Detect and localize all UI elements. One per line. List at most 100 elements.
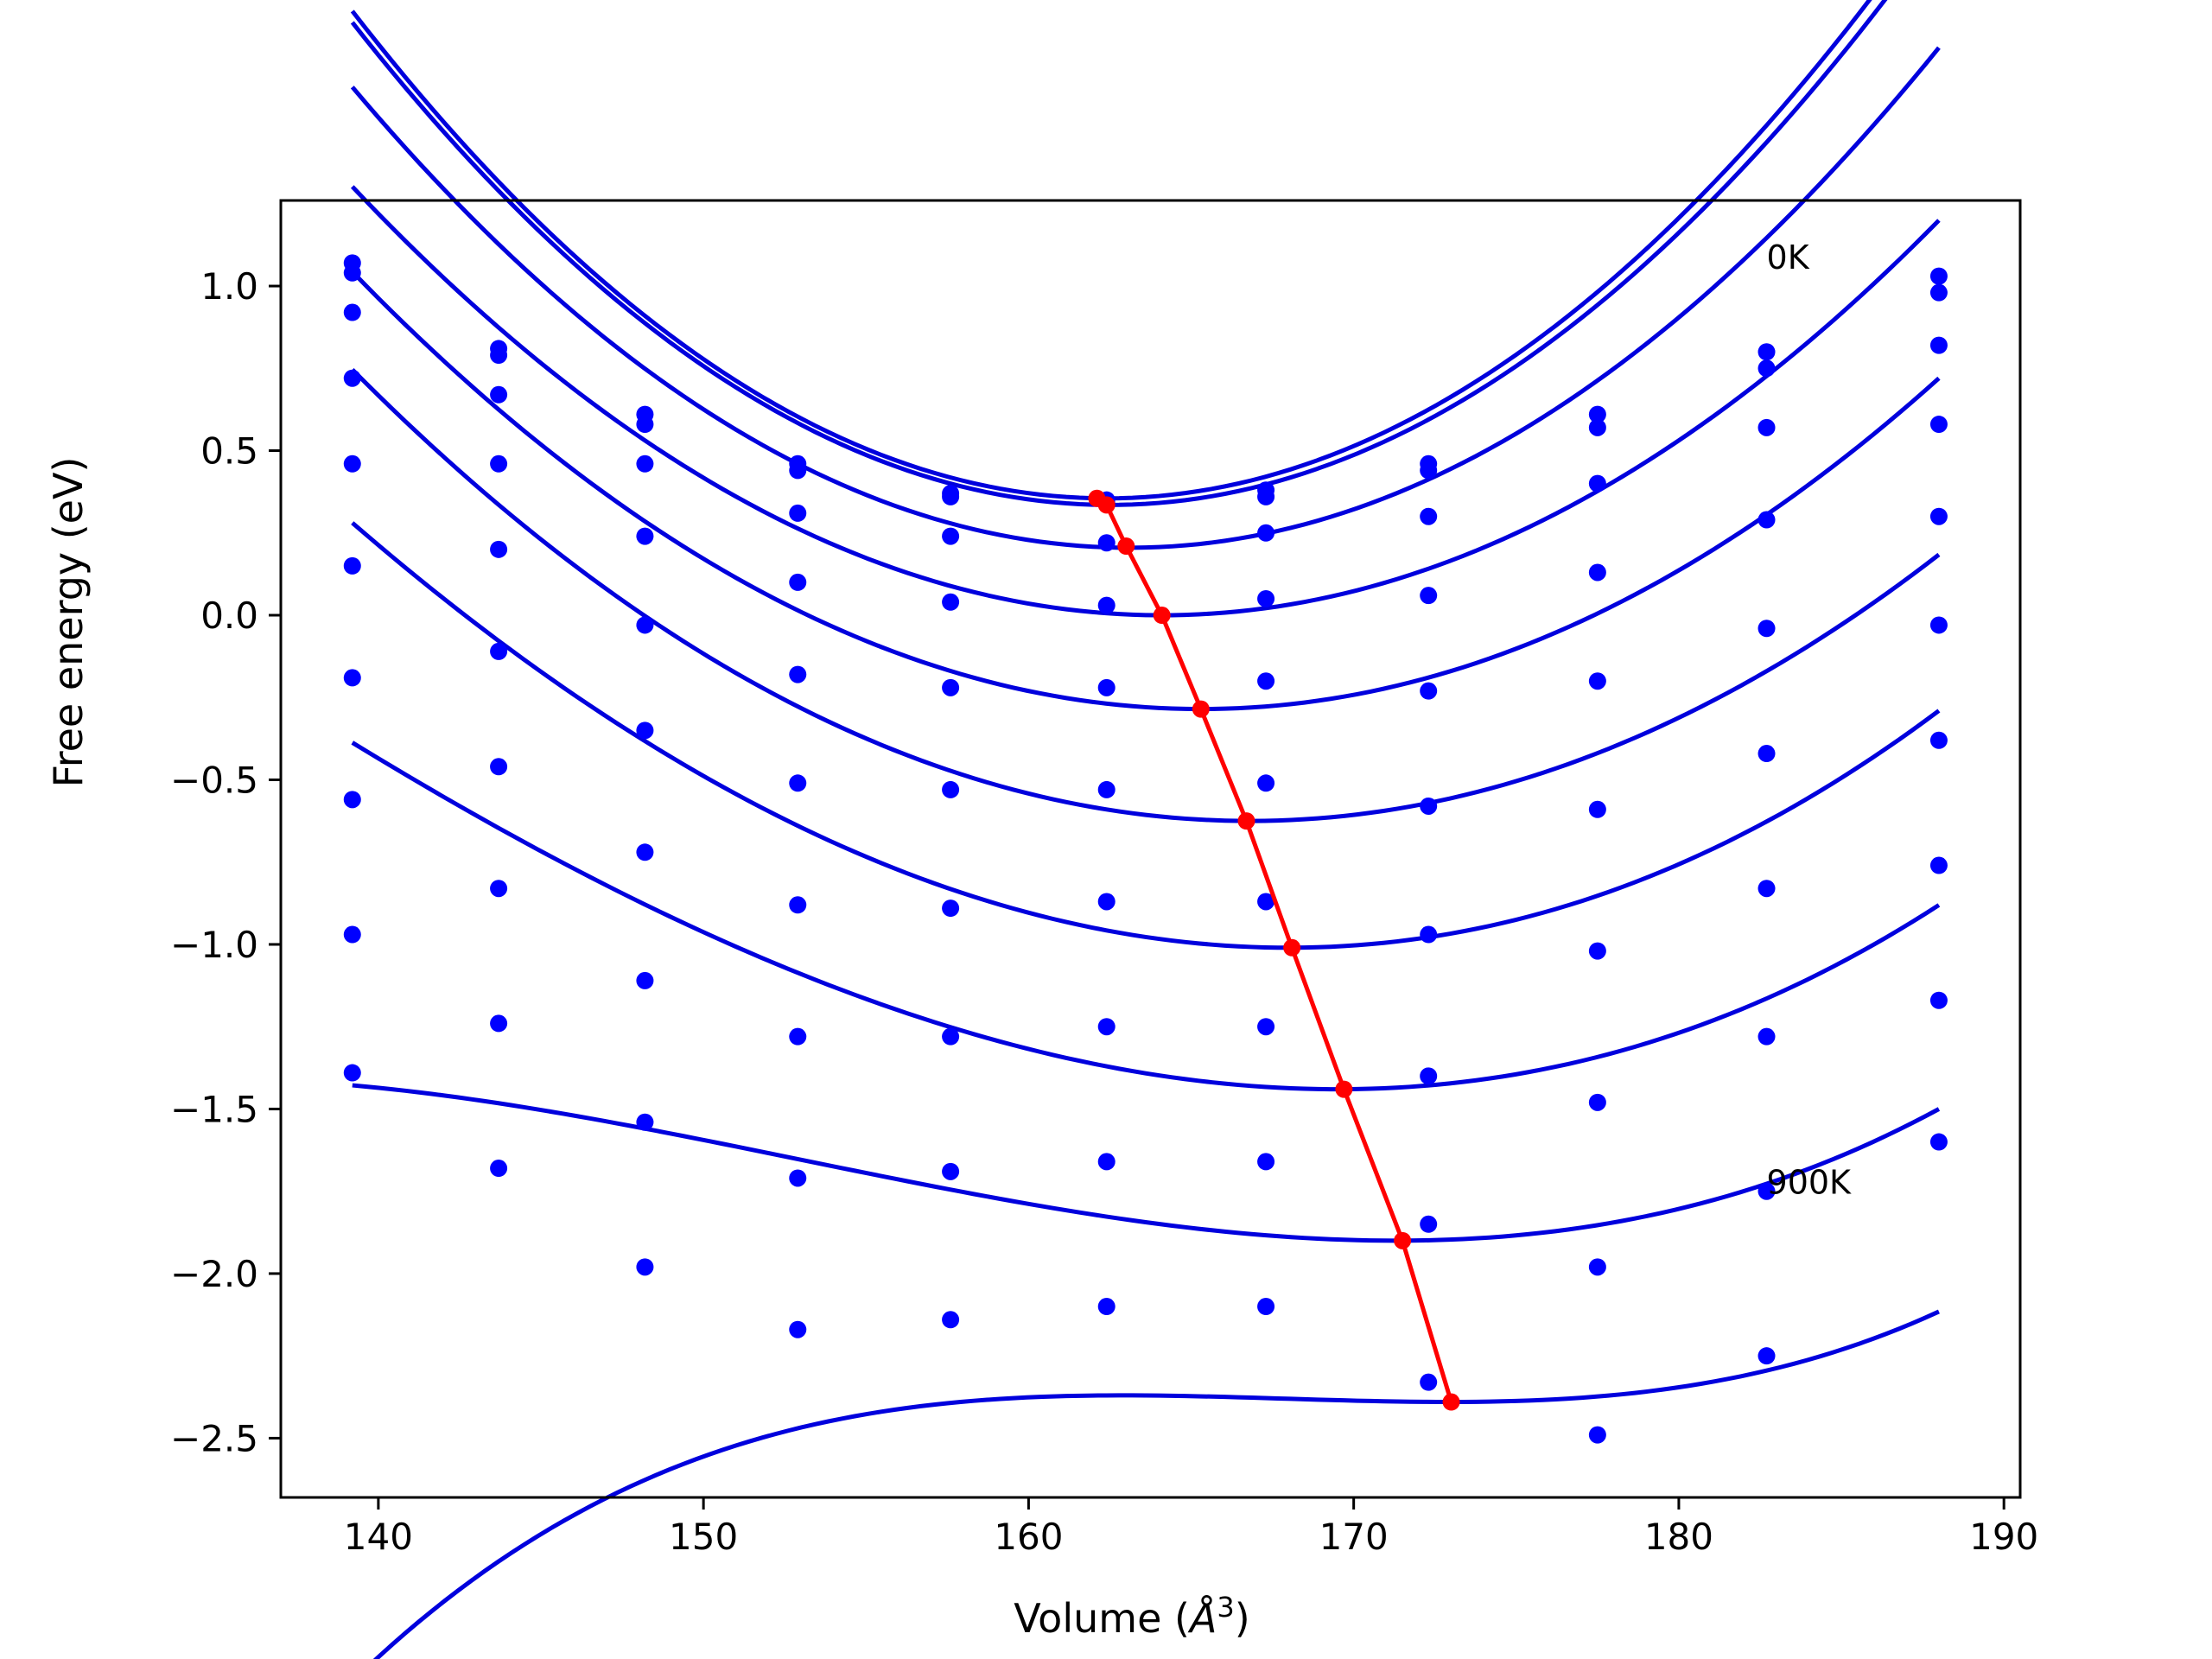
data-point-s5-5 [1097,780,1116,798]
data-point-s6-6 [1257,893,1275,911]
data-point-s6-1 [490,758,508,776]
data-point-s7-9 [1758,1027,1776,1046]
data-point-s4-4 [942,678,960,696]
data-point-s6-9 [1758,880,1776,898]
data-point-s1-7 [1420,461,1438,480]
data-point-s6-10 [1929,731,1948,749]
data-point-s8-3 [789,1169,807,1187]
data-point-s3-4 [942,593,960,611]
fit-curve-3 [350,185,1941,618]
data-point-s7-5 [1097,1018,1116,1036]
x-tick-label-3: 170 [1319,1516,1389,1558]
data-point-s9-2 [636,1258,654,1276]
equilibrium-point-6 [1283,938,1301,957]
data-point-s2-7 [1420,507,1438,525]
data-point-s5-6 [1257,774,1275,792]
equilibrium-point-4 [1192,700,1210,718]
y-tick-label-7: −2.5 [170,1417,258,1459]
data-point-s8-7 [1420,1215,1438,1233]
fit-curve-1 [350,0,1888,507]
data-point-s3-7 [1420,587,1438,605]
data-point-s1-4 [942,487,960,505]
data-point-s9-10 [1929,1133,1948,1151]
data-point-s4-5 [1097,678,1116,696]
data-point-s2-9 [1758,418,1776,436]
data-point-s3-6 [1257,589,1275,607]
y-axis-label: Free energy (eV) [45,457,92,788]
y-tick-label-2: 0.0 [200,594,258,637]
fit-curve-2 [350,46,1941,550]
data-point-s3-2 [636,527,654,545]
data-point-s5-3 [789,774,807,792]
data-point-s8-0 [343,925,361,944]
x-tick-label-1: 150 [669,1516,738,1558]
data-point-s5-0 [343,556,361,575]
x-axis-label: Volume (Å3) [1014,1591,1249,1642]
x-axis-label-unit: Å [1187,1595,1217,1642]
data-point-s8-1 [490,1014,508,1033]
equilibrium-point-3 [1153,607,1171,625]
data-point-s6-0 [343,669,361,687]
equilibrium-point-7 [1335,1080,1353,1098]
data-point-s8-8 [1588,1258,1606,1276]
data-point-s1-3 [789,461,807,480]
y-tick-label-6: −2.0 [170,1253,258,1295]
data-point-s1-10 [1929,283,1948,302]
equilibrium-point-9 [1442,1393,1460,1411]
data-point-s8-6 [1257,1153,1275,1171]
fit-curve-6 [351,521,1941,950]
y-tick-label-5: −1.5 [170,1088,258,1130]
data-point-s2-0 [343,303,361,321]
data-point-s6-7 [1420,925,1438,944]
data-point-s3-3 [789,573,807,591]
data-point-s9-1 [490,1160,508,1178]
data-point-s6-3 [789,896,807,914]
data-point-s3-8 [1588,563,1606,582]
data-point-s9-7 [1420,1373,1438,1391]
data-point-s8-10 [1929,991,1948,1009]
data-point-s5-1 [490,642,508,660]
data-point-s8-5 [1097,1153,1116,1171]
x-axis-label-exponent: 3 [1217,1591,1234,1624]
data-point-s6-4 [942,899,960,918]
data-point-s3-5 [1097,596,1116,614]
data-point-s6-2 [636,843,654,861]
data-point-s3-0 [343,369,361,387]
data-point-s7-10 [1929,856,1948,874]
data-point-s9-0 [343,1064,361,1082]
data-point-s4-10 [1929,507,1948,525]
data-point-s1-9 [1758,359,1776,378]
data-point-s2-1 [490,385,508,404]
data-point-s2-2 [636,454,654,473]
data-point-s1-6 [1257,487,1275,505]
data-point-s1-1 [490,346,508,365]
data-point-s1-8 [1588,418,1606,436]
data-point-s7-0 [343,791,361,809]
data-point-s7-4 [942,1027,960,1046]
data-point-s6-8 [1588,942,1606,960]
y-tick-label-0: 1.0 [200,265,258,308]
equilibrium-point-1 [1097,496,1116,514]
x-axis-label-text: Volume ( [1014,1595,1190,1642]
data-point-s8-4 [942,1162,960,1180]
data-point-s2-10 [1929,336,1948,354]
data-point-s2-4 [942,527,960,545]
data-point-s7-8 [1588,1093,1606,1111]
data-point-s4-6 [1257,672,1275,690]
fit-curve-0 [350,0,1872,501]
data-point-s0-8 [1588,405,1606,423]
data-point-s9-3 [789,1320,807,1338]
data-point-s4-8 [1588,672,1606,690]
data-point-s4-1 [490,540,508,558]
x-tick-label-0: 140 [344,1516,413,1558]
data-point-s7-6 [1257,1018,1275,1036]
data-point-s7-2 [636,971,654,989]
fit-curve-9 [372,1309,1940,1659]
data-point-s7-3 [789,1027,807,1046]
data-point-s0-10 [1929,267,1948,285]
data-point-s8-2 [636,1113,654,1131]
data-point-s5-2 [636,721,654,740]
plot-area [343,0,1948,1659]
